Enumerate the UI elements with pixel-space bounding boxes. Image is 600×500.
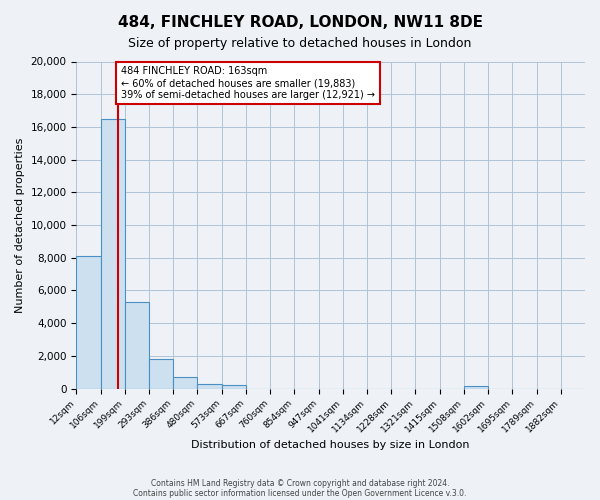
X-axis label: Distribution of detached houses by size in London: Distribution of detached houses by size … bbox=[191, 440, 470, 450]
Y-axis label: Number of detached properties: Number of detached properties bbox=[15, 138, 25, 312]
Text: 484 FINCHLEY ROAD: 163sqm
← 60% of detached houses are smaller (19,883)
39% of s: 484 FINCHLEY ROAD: 163sqm ← 60% of detac… bbox=[121, 66, 375, 100]
Text: Size of property relative to detached houses in London: Size of property relative to detached ho… bbox=[128, 38, 472, 51]
Bar bbox=[149, 359, 173, 388]
Bar bbox=[76, 256, 101, 388]
Bar bbox=[101, 118, 125, 388]
Bar bbox=[197, 384, 222, 388]
Text: Contains HM Land Registry data © Crown copyright and database right 2024.: Contains HM Land Registry data © Crown c… bbox=[151, 478, 449, 488]
Bar bbox=[464, 386, 488, 388]
Text: 484, FINCHLEY ROAD, LONDON, NW11 8DE: 484, FINCHLEY ROAD, LONDON, NW11 8DE bbox=[118, 15, 482, 30]
Bar bbox=[173, 377, 197, 388]
Bar bbox=[222, 386, 246, 388]
Bar bbox=[125, 302, 149, 388]
Text: Contains public sector information licensed under the Open Government Licence v.: Contains public sector information licen… bbox=[133, 488, 467, 498]
